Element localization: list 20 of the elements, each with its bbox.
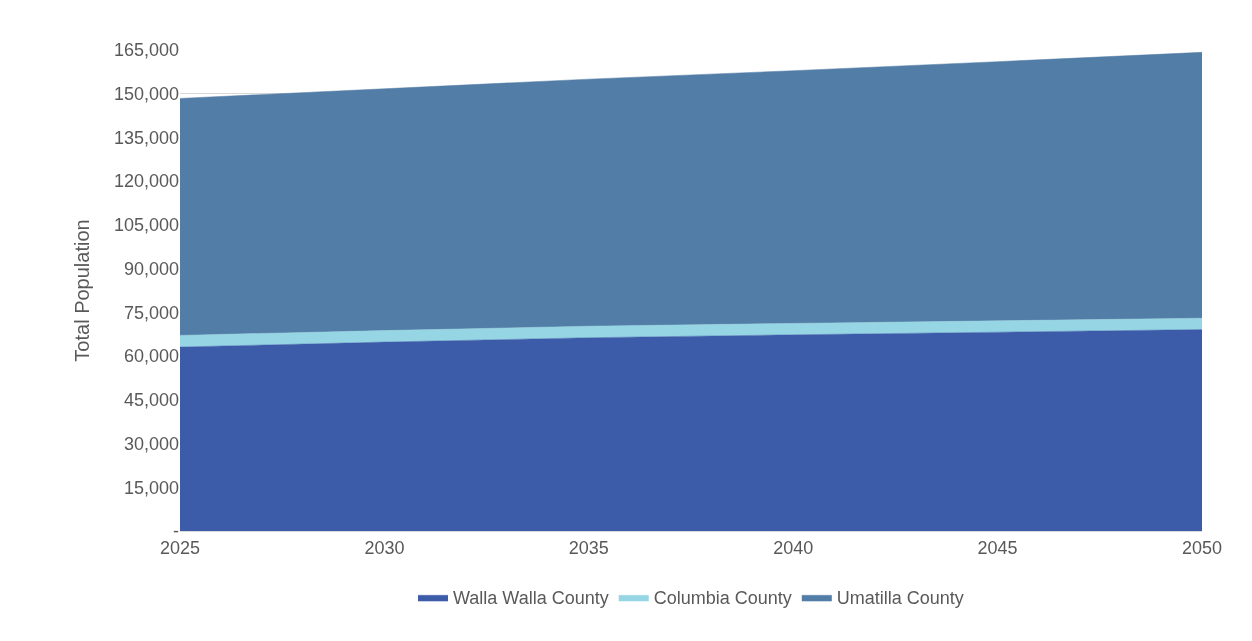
y-axis-title: Total Population [71, 219, 94, 362]
legend-label: Walla Walla County [453, 588, 609, 609]
y-tick-label: 150,000 [113, 84, 179, 105]
y-tick-label: 120,000 [113, 171, 179, 192]
y-tick-label: 105,000 [113, 215, 179, 236]
legend-label: Umatilla County [836, 588, 964, 609]
legend-label: Columbia County [653, 588, 792, 609]
x-tick-label: 2030 [364, 537, 405, 558]
y-tick-label: 90,000 [123, 258, 179, 279]
y-tick-label: 165,000 [113, 40, 179, 61]
x-tick-label: 2035 [568, 537, 609, 558]
x-tick-label: 2045 [977, 537, 1018, 558]
y-tick-label: 15,000 [123, 477, 179, 498]
y-tick-label: 60,000 [123, 346, 179, 367]
x-tick-label: 2040 [773, 537, 814, 558]
y-tick-label: 135,000 [113, 127, 179, 148]
y-tick-label: 30,000 [123, 433, 179, 454]
y-tick-label: 45,000 [123, 390, 179, 411]
y-tick-label: 75,000 [123, 302, 179, 323]
x-tick-label: 2050 [1181, 537, 1223, 558]
